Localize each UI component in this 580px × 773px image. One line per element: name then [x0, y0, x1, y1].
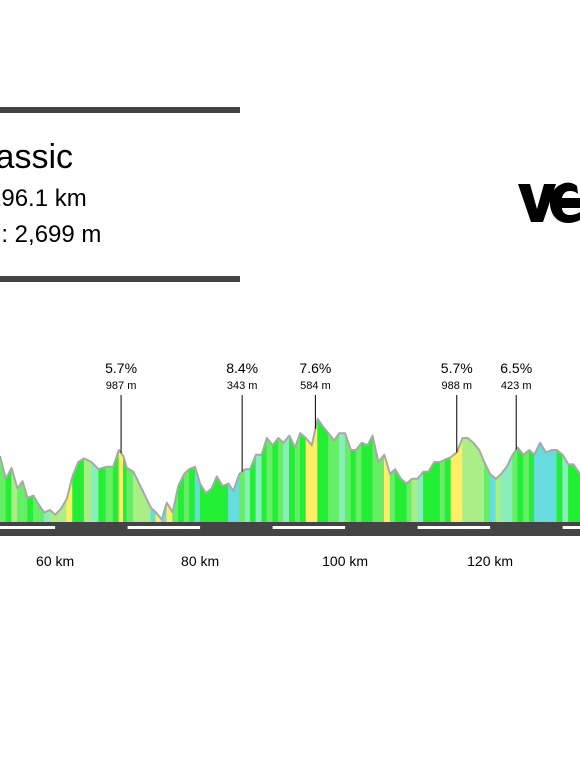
profile-segment — [473, 442, 480, 523]
axis-segment — [127, 526, 201, 529]
profile-segment — [272, 437, 279, 523]
axis-segment — [272, 526, 346, 529]
profile-segment — [289, 435, 296, 523]
axis-segment — [417, 526, 491, 529]
profile-segment — [389, 468, 396, 523]
profile-segment — [462, 437, 468, 523]
profile-segment — [126, 467, 134, 523]
profile-segment — [423, 471, 429, 523]
climb-elevation-label: 988 m — [441, 380, 472, 392]
profile-segment — [400, 478, 407, 523]
brand-logo-mark — [518, 182, 580, 223]
profile-segment — [361, 442, 368, 523]
profile-segment — [283, 434, 290, 523]
profile-segment — [539, 441, 547, 523]
profile-segment — [222, 483, 229, 523]
distance-axis — [0, 522, 580, 536]
climb-markers: 5.7% 987 m 8.4% 343 m 7.6% 584 m 5.7% 988 m 6.5%… — [105, 360, 532, 472]
axis-segment — [0, 526, 56, 529]
profile-segment — [439, 459, 446, 523]
profile-segment — [529, 449, 535, 523]
profile-segment — [434, 461, 441, 523]
profile-segment — [118, 449, 124, 523]
profile-segment — [378, 454, 385, 523]
elevation-profile-chart: 5.7% 987 m 8.4% 343 m 7.6% 584 m 5.7% 988 m 6.5%… — [0, 360, 580, 569]
profile-segment — [105, 466, 114, 523]
profile-segment — [255, 454, 262, 523]
climb-grade-label: 5.7% — [441, 360, 473, 376]
profile-segment — [239, 468, 246, 523]
profile-segment — [339, 432, 346, 523]
climb-elevation-label: 584 m — [300, 380, 331, 392]
profile-segment — [517, 446, 524, 523]
profile-segment — [98, 466, 107, 523]
profile-segment — [500, 466, 508, 523]
race-distance: 196.1 km — [0, 185, 87, 212]
profile-segment — [305, 437, 312, 523]
profile-segment — [91, 461, 99, 523]
profile-segment — [83, 457, 92, 523]
profile-segment — [467, 437, 474, 523]
brand-logo — [516, 178, 580, 228]
axis-tick-labels: 60 km 80 km 100 km 120 km — [36, 553, 513, 569]
profile-segment — [188, 466, 196, 523]
axis-segment — [562, 526, 580, 529]
profile-segment — [322, 425, 329, 523]
profile-segment — [551, 449, 558, 523]
axis-tick-label: 100 km — [322, 553, 368, 569]
axis-tick-label: 80 km — [181, 553, 219, 569]
climb-grade-label: 7.6% — [299, 360, 331, 376]
profile-segment — [450, 451, 457, 523]
profile-segment — [244, 468, 251, 523]
profile-segments — [0, 418, 580, 523]
profile-segment — [444, 456, 452, 523]
climb-grade-label: 5.7% — [105, 360, 137, 376]
profile-outline — [0, 417, 580, 521]
header-rule-top — [0, 107, 240, 113]
climb-elevation-label: 343 m — [227, 380, 258, 392]
profile-segment — [489, 473, 497, 523]
profile-segment — [367, 435, 373, 523]
profile-segment — [350, 449, 357, 523]
axis-segments — [0, 526, 580, 529]
profile-segment — [183, 468, 190, 523]
profile-segment — [333, 432, 340, 523]
axis-tick-label: 60 km — [36, 553, 74, 569]
profile-segment — [545, 449, 552, 523]
axis-tick-label: 120 km — [467, 553, 513, 569]
race-elevation-gain: n: 2,699 m — [0, 221, 102, 248]
profile-segment — [299, 432, 307, 523]
profile-segment — [512, 446, 518, 523]
profile-segment — [568, 464, 574, 523]
climb-grade-label: 8.4% — [226, 360, 258, 376]
climb-elevation-label: 987 m — [106, 380, 137, 392]
profile-segment — [495, 473, 502, 523]
header-rule-bottom — [0, 276, 240, 282]
race-title: lassic — [0, 138, 74, 176]
profile-segment — [556, 449, 563, 523]
profile-segment — [406, 478, 413, 523]
profile-segment — [27, 495, 34, 523]
profile-segment — [266, 437, 273, 523]
profile-segment — [355, 442, 363, 523]
profile-segment — [328, 432, 335, 523]
profile-segment — [411, 478, 418, 523]
climb-elevation-label: 423 m — [501, 380, 532, 392]
profile-segment — [78, 457, 85, 523]
climb-grade-label: 6.5% — [500, 360, 532, 376]
profile-segment — [317, 418, 323, 523]
profile-segment — [523, 449, 530, 523]
profile-segment — [278, 437, 284, 523]
